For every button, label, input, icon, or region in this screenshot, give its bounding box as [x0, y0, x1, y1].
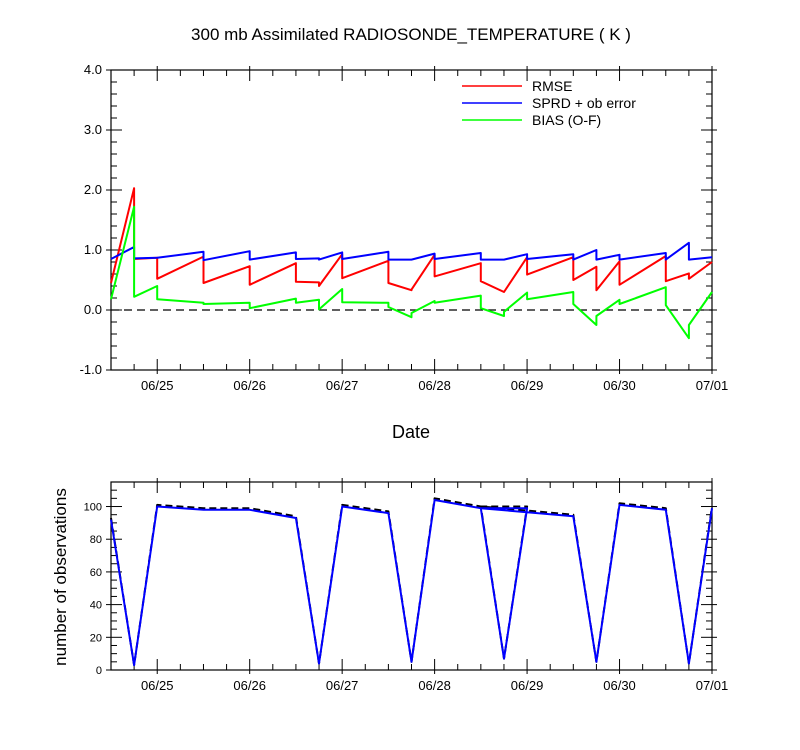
x-axis-label: Date [392, 422, 430, 442]
y-tick-label: 2.0 [84, 182, 102, 197]
x-tick-label: 06/30 [603, 378, 636, 393]
y-tick-label: 4.0 [84, 62, 102, 77]
y-tick-label: -1.0 [80, 362, 102, 377]
y-tick-label: 3.0 [84, 122, 102, 137]
legend-label: BIAS (O-F) [532, 112, 601, 128]
x-tick-label: 06/25 [141, 678, 174, 693]
x-tick-label: 06/26 [233, 378, 266, 393]
legend-label: SPRD + ob error [532, 95, 636, 111]
series-line-0 [110, 497, 713, 667]
bottom-plot: 06/25 06/26 06/27 06/28 06/29 06/30 07/01 0 20 40… [84, 478, 729, 693]
series-line-2 [110, 205, 713, 340]
y-tick-label: 0.0 [84, 302, 102, 317]
x-tick-label: 06/29 [511, 678, 544, 693]
y-tick-label: 0 [96, 665, 102, 677]
series-line-1 [110, 241, 713, 262]
plot-frame [110, 69, 713, 371]
x-tick-label: 06/28 [418, 678, 451, 693]
legend-label: RMSE [532, 78, 572, 94]
y-tick-label: 100 [84, 502, 102, 514]
y-tick-label: 80 [90, 534, 102, 546]
chart-title: 300 mb Assimilated RADIOSONDE_TEMPERATUR… [191, 25, 631, 44]
x-tick-label: 07/01 [696, 378, 729, 393]
y-axis-label: number of observations [51, 488, 70, 666]
x-tick-label: 06/27 [326, 678, 359, 693]
series-line-0 [110, 187, 713, 293]
x-tick-label: 06/29 [511, 378, 544, 393]
x-tick-label: 07/01 [696, 678, 729, 693]
x-tick-label: 06/25 [141, 378, 174, 393]
x-tick-label: 06/30 [603, 678, 636, 693]
x-tick-label: 06/27 [326, 378, 359, 393]
y-tick-label: 40 [90, 600, 102, 612]
y-tick-label: 1.0 [84, 242, 102, 257]
top-plot: 06/25 06/26 06/27 06/28 06/29 06/30 07/01 -1.0 0… [80, 62, 729, 393]
y-tick-label: 20 [90, 632, 102, 644]
y-tick-label: 60 [90, 567, 102, 579]
x-tick-label: 06/26 [233, 678, 266, 693]
series-line-1 [110, 499, 713, 667]
x-tick-label: 06/28 [418, 378, 451, 393]
